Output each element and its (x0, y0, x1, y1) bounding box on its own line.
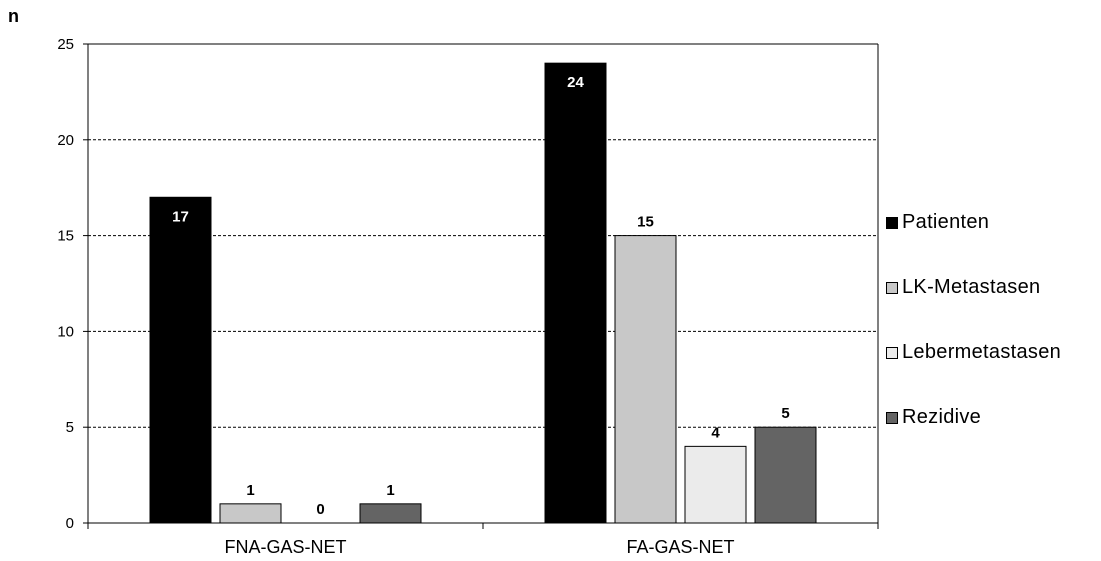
x-tick-label: FA-GAS-NET (626, 537, 734, 557)
legend-item: Patienten (886, 190, 1061, 255)
legend-label: Rezidive (902, 406, 982, 428)
bar (754, 426, 817, 524)
legend-item: LK-Metastasen (886, 255, 1061, 320)
legend-label: LK-Metastasen (902, 276, 1041, 298)
x-tick-label: FNA-GAS-NET (224, 537, 346, 557)
bar (544, 62, 607, 524)
data-label: 4 (711, 424, 720, 441)
legend-swatch (886, 281, 898, 294)
data-label: 1 (246, 482, 254, 499)
data-label: 5 (781, 405, 789, 422)
y-axis-label: n (8, 6, 19, 26)
legend-label: Patienten (902, 211, 990, 233)
legend-swatch (886, 411, 898, 424)
y-tick-label: 20 (57, 132, 74, 149)
y-tick-label: 15 (57, 228, 74, 245)
data-label: 17 (172, 208, 189, 225)
y-tick-label: 10 (57, 323, 74, 340)
data-label: 15 (637, 214, 654, 231)
y-tick-label: 0 (66, 515, 74, 532)
bar (359, 503, 422, 524)
data-label: 0 (316, 501, 324, 518)
bar (149, 196, 212, 524)
y-tick-label: 25 (57, 36, 74, 53)
bar (684, 445, 747, 524)
chart-legend: Patienten LK-Metastasen Lebermetastasen Rez… (886, 190, 1061, 450)
bar (219, 503, 282, 524)
legend-item: Rezidive (886, 385, 1061, 450)
legend-label: Lebermetastasen (902, 341, 1062, 363)
legend-swatch (886, 346, 898, 359)
legend-swatch (886, 216, 898, 229)
data-label: 24 (567, 74, 584, 91)
y-tick-label: 5 (66, 419, 74, 436)
bar (614, 235, 677, 524)
data-label: 1 (386, 482, 394, 499)
legend-item: Lebermetastasen (886, 320, 1061, 385)
